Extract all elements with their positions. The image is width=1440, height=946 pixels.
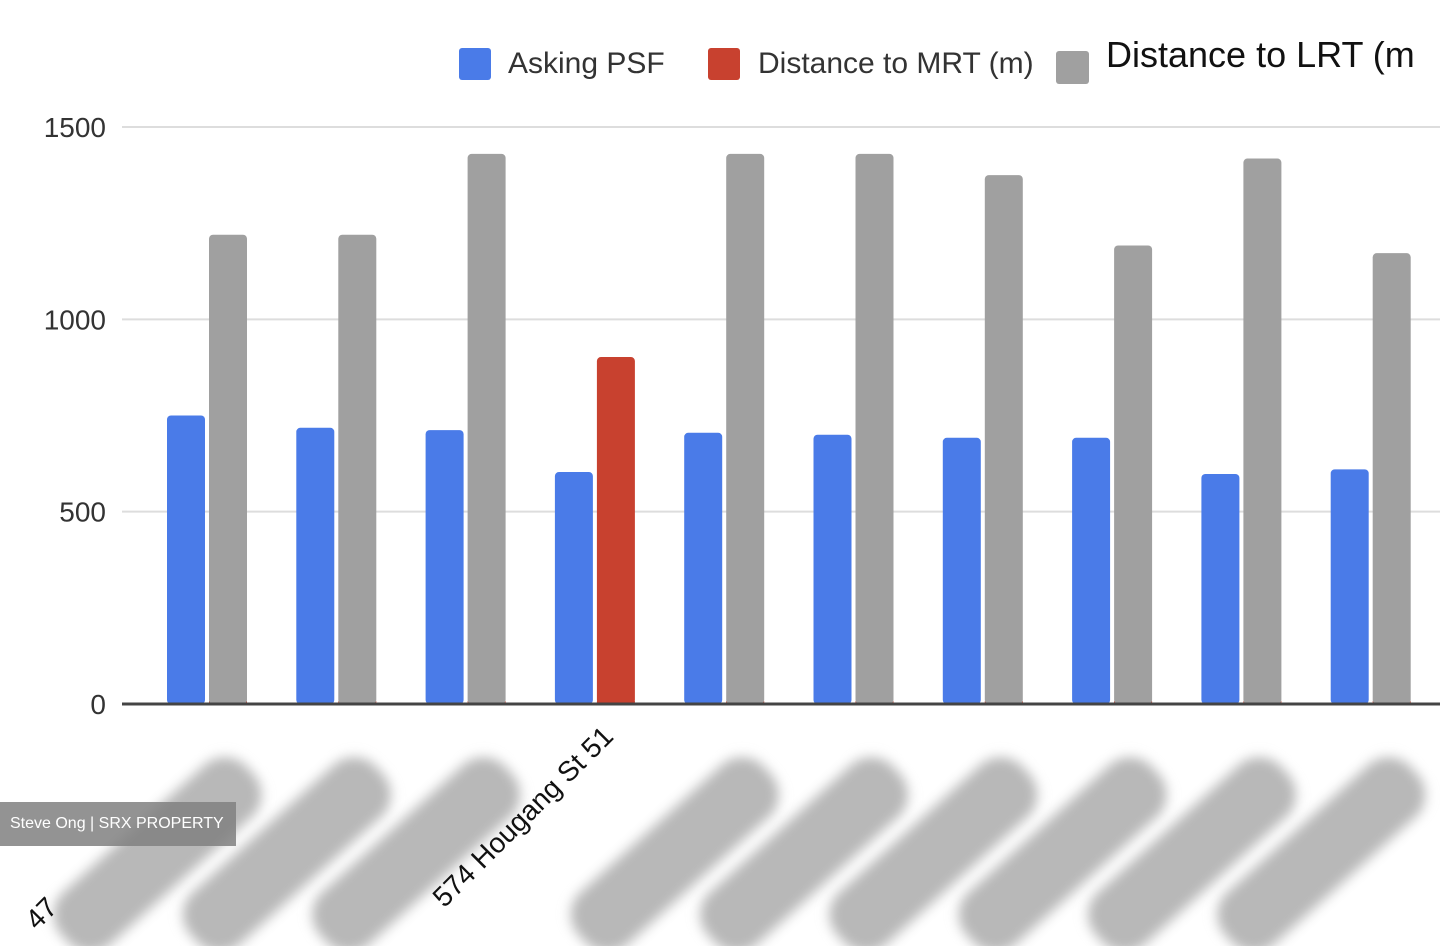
watermark-label: Steve Ong | SRX PROPERTY [0, 802, 236, 846]
redaction-blur [570, 757, 779, 946]
bar-asking-psf [425, 430, 464, 704]
bar-distance-lrt [209, 234, 247, 704]
redacted-category-label [1217, 757, 1426, 946]
bar-asking-psf [942, 437, 981, 704]
bar-distance-lrt [1243, 158, 1282, 704]
bar-asking-psf [167, 415, 205, 704]
redacted-category-label [1087, 757, 1296, 946]
y-axis-ticks: 0 500 1000 1500 [44, 112, 106, 720]
legend-swatch [1056, 51, 1089, 84]
bar-asking-psf [296, 427, 335, 704]
y-tick-label: 500 [59, 497, 106, 528]
redacted-category-label [312, 757, 521, 946]
redacted-category-label [700, 757, 908, 946]
redaction-blur [1217, 757, 1426, 946]
y-tick-label: 1000 [44, 304, 106, 335]
redaction-blur [312, 757, 521, 946]
bar-asking-psf [1201, 473, 1240, 704]
bar-distance-lrt [467, 153, 506, 705]
redaction-blur [1087, 757, 1296, 946]
redaction-blur [182, 757, 391, 946]
redacted-category-label [570, 757, 779, 946]
legend-label: Distance to MRT (m) [758, 47, 1034, 80]
legend-label: Asking PSF [508, 47, 665, 80]
redacted-category-label [958, 757, 1167, 946]
bar-distance-lrt [1114, 245, 1153, 704]
bars [167, 153, 1411, 705]
y-tick-label: 1500 [44, 112, 106, 143]
bar-distance-lrt [1372, 253, 1411, 705]
redaction-blur [958, 757, 1167, 946]
redaction-blur [700, 757, 908, 946]
bar-asking-psf [1072, 437, 1111, 704]
bar-asking-psf [813, 434, 852, 704]
bar-asking-psf [684, 432, 723, 704]
bar-distance-lrt [855, 153, 894, 705]
legend-label: Distance to LRT (m [1106, 34, 1415, 75]
bar-distance-lrt [338, 234, 377, 704]
bar-asking-psf [1330, 469, 1369, 704]
bar-distance-lrt [984, 175, 1023, 705]
legend-swatch [459, 48, 491, 80]
redaction-blur [829, 757, 1038, 946]
redacted-category-label [829, 757, 1038, 946]
bar-distance-mrt [596, 357, 635, 704]
bar-distance-lrt [726, 153, 765, 705]
category-label-partial: 47 [19, 891, 63, 935]
y-tick-label: 0 [90, 689, 106, 720]
redacted-category-label [182, 757, 391, 946]
legend: Asking PSF Distance to MRT (m) Distance to… [459, 34, 1415, 84]
bar-asking-psf [554, 472, 593, 704]
legend-swatch [708, 48, 740, 80]
